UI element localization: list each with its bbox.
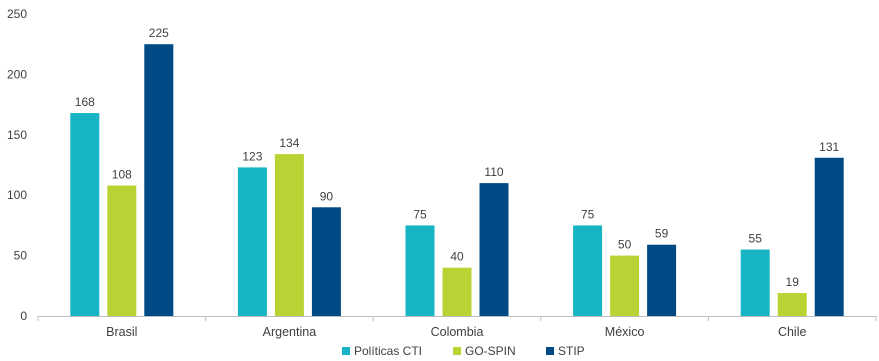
y-tick-label: 200 — [7, 67, 27, 81]
x-category-label: Argentina — [263, 325, 317, 339]
legend-label: Políticas CTI — [354, 344, 422, 358]
bar — [479, 183, 509, 316]
data-label: 108 — [112, 168, 132, 182]
bar — [777, 293, 807, 316]
bar — [442, 267, 472, 316]
data-labels: 168 108 225 123 134 90 75 40 110 75 50 59 55 19 131 — [75, 26, 840, 289]
bar — [647, 244, 677, 316]
x-category-label: México — [605, 325, 645, 339]
x-category-label: Brasil — [106, 325, 137, 339]
bar — [144, 44, 174, 316]
legend-item: Políticas CTI — [342, 344, 422, 358]
legend-label: GO-SPIN — [465, 344, 516, 358]
data-label: 134 — [279, 136, 299, 150]
x-category-label: Chile — [778, 325, 807, 339]
bar — [274, 154, 304, 316]
bar — [573, 225, 603, 316]
data-label: 123 — [242, 149, 262, 163]
legend-item: GO-SPIN — [453, 344, 516, 358]
legend-label: STIP — [558, 344, 585, 358]
y-axis: 0 50 100 150 200 250 — [7, 7, 27, 323]
bar — [814, 157, 844, 316]
data-label: 55 — [749, 232, 763, 246]
legend-swatch — [546, 347, 554, 355]
data-label: 40 — [450, 250, 464, 264]
bar — [740, 249, 770, 316]
bar — [70, 113, 100, 316]
bar — [610, 255, 640, 316]
y-tick-label: 0 — [20, 309, 27, 323]
data-label: 131 — [819, 140, 839, 154]
data-label: 90 — [320, 189, 334, 203]
legend-swatch — [342, 347, 350, 355]
data-label: 110 — [484, 165, 503, 179]
bar — [237, 167, 267, 316]
x-category-label: Colombia — [431, 325, 484, 339]
legend-swatch — [453, 347, 461, 355]
y-tick-label: 250 — [7, 7, 27, 21]
y-tick-label: 150 — [7, 128, 27, 142]
data-label: 50 — [618, 238, 632, 252]
bar — [107, 185, 137, 316]
bar — [405, 225, 435, 316]
bar — [311, 207, 341, 316]
bars — [70, 44, 844, 316]
data-label: 225 — [149, 26, 169, 40]
legend: Políticas CTI GO-SPIN STIP — [342, 344, 585, 358]
x-axis: Brasil Argentina Colombia México Chile — [37, 316, 877, 339]
data-label: 59 — [655, 227, 669, 241]
y-tick-label: 50 — [14, 249, 28, 263]
data-label: 75 — [413, 207, 427, 221]
data-label: 168 — [75, 95, 95, 109]
y-tick-label: 100 — [7, 188, 27, 202]
data-label: 19 — [786, 275, 800, 289]
data-label: 75 — [581, 207, 595, 221]
legend-item: STIP — [546, 344, 585, 358]
